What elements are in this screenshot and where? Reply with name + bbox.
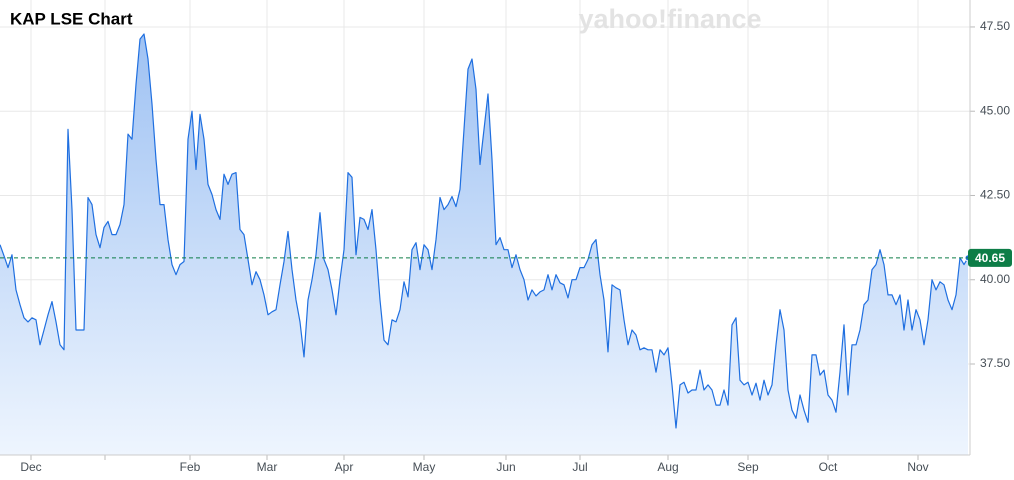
area xyxy=(0,34,968,455)
y-tick-label: 42.50 xyxy=(980,188,1010,202)
x-tick-label: Aug xyxy=(657,460,678,474)
x-tick-label: Oct xyxy=(819,460,838,474)
y-tick-label: 45.00 xyxy=(980,103,1010,117)
x-tick-label: Feb xyxy=(180,460,201,474)
y-tick-label: 37.50 xyxy=(980,356,1010,370)
x-tick-label: Sep xyxy=(737,460,759,474)
x-tick-label: Jun xyxy=(496,460,515,474)
x-tick-label: Apr xyxy=(335,460,354,474)
chart-title: KAP LSE Chart xyxy=(10,9,133,28)
last-price-label: 40.65 xyxy=(975,251,1005,265)
y-tick-label: 40.00 xyxy=(980,272,1010,286)
x-tick-label: Dec xyxy=(20,460,41,474)
line xyxy=(0,33,969,429)
last-price-box xyxy=(968,248,1012,267)
plot xyxy=(0,33,972,455)
x-tick-label: May xyxy=(413,460,436,474)
x-tick-label: Mar xyxy=(257,460,278,474)
x-tick-label: Jul xyxy=(572,460,587,474)
y-tick-label: 47.50 xyxy=(980,19,1010,33)
watermark: yahoo!finance xyxy=(578,4,761,34)
x-tick-label: Nov xyxy=(907,460,928,474)
